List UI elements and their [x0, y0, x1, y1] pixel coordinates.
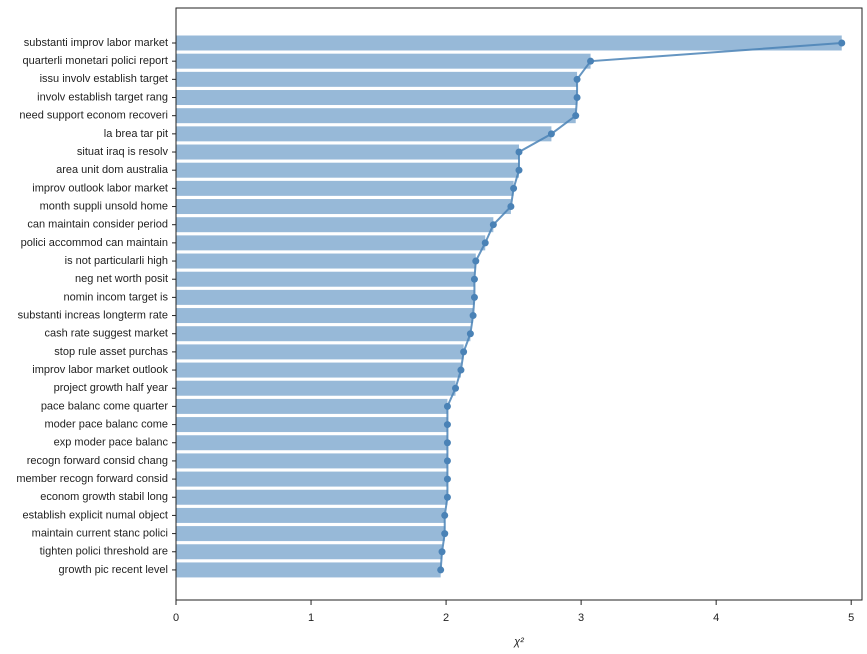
x-axis-label: χ²: [513, 636, 524, 648]
point: [515, 166, 523, 174]
bar: [176, 235, 486, 251]
point: [457, 366, 465, 374]
x-tick-label: 4: [713, 612, 719, 624]
y-tick-label: recogn forward consid chang: [27, 455, 168, 467]
bar: [176, 344, 464, 360]
y-tick-label: quarterli monetari polici report: [22, 55, 168, 67]
y-tick-label: member recogn forward consid: [16, 473, 168, 485]
bar: [176, 308, 474, 324]
y-tick-label: improv labor market outlook: [32, 364, 168, 376]
point: [510, 184, 518, 192]
x-tick-label: 1: [308, 612, 314, 624]
point: [443, 457, 451, 465]
point: [470, 275, 478, 283]
y-tick-label: stop rule asset purchas: [54, 346, 168, 358]
bar: [176, 398, 448, 414]
point: [438, 548, 446, 556]
bar: [176, 217, 494, 233]
point: [460, 348, 468, 356]
y-tick-label: maintain current stanc polici: [32, 527, 168, 539]
bar: [176, 199, 511, 215]
point: [443, 475, 451, 483]
bar: [176, 362, 461, 378]
bar: [176, 435, 448, 451]
point: [437, 566, 445, 574]
point: [472, 257, 480, 265]
y-tick-label: polici accommod can maintain: [21, 237, 168, 249]
point: [441, 530, 449, 538]
y-tick-label: situat iraq is resolv: [77, 146, 169, 158]
y-tick-label: is not particularli high: [65, 255, 168, 267]
point: [838, 39, 846, 47]
y-tick-label: tighten polici threshold are: [40, 546, 168, 558]
x-tick-label: 2: [443, 612, 449, 624]
bar: [176, 471, 448, 487]
bar: [176, 562, 441, 578]
bar: [176, 108, 576, 124]
point: [443, 402, 451, 410]
point: [443, 439, 451, 447]
y-tick-label: can maintain consider period: [27, 219, 168, 231]
bar: [176, 126, 552, 142]
bar: [176, 489, 448, 505]
point: [466, 330, 474, 338]
y-tick-label: growth pic recent level: [59, 564, 168, 576]
y-tick-label: moder pace balanc come: [44, 418, 168, 430]
point: [443, 493, 451, 501]
y-tick-label: project growth half year: [54, 382, 169, 394]
point: [469, 312, 477, 320]
bar: [176, 417, 448, 433]
bar: [176, 289, 475, 305]
bar: [176, 453, 448, 469]
point: [573, 94, 581, 102]
y-tick-label: improv outlook labor market: [32, 182, 168, 194]
bar: [176, 180, 514, 196]
bar: [176, 253, 476, 269]
x-tick-label: 0: [173, 612, 179, 624]
bar: [176, 380, 456, 396]
point: [470, 293, 478, 301]
bar: [176, 90, 578, 106]
bar: [176, 507, 445, 523]
bar: [176, 71, 578, 87]
x-tick-label: 5: [848, 612, 854, 624]
point: [547, 130, 555, 138]
y-tick-label: issu involv establish target: [40, 73, 168, 85]
y-tick-label: need support econom recoveri: [19, 110, 168, 122]
point: [452, 384, 460, 392]
bar: [176, 162, 519, 178]
point: [572, 112, 580, 120]
bar: [176, 526, 445, 542]
y-tick-label: la brea tar pit: [104, 128, 168, 140]
y-tick-label: month suppli unsold home: [40, 200, 168, 212]
point: [507, 203, 515, 211]
point: [481, 239, 489, 247]
point: [443, 421, 451, 429]
bar: [176, 35, 842, 51]
plot-frame: [175, 7, 863, 601]
y-tick-label: area unit dom australia: [56, 164, 169, 176]
y-tick-label: cash rate suggest market: [44, 328, 168, 340]
point: [441, 511, 449, 519]
y-tick-label: econom growth stabil long: [40, 491, 168, 503]
y-tick-label: exp moder pace balanc: [54, 437, 169, 449]
bar: [176, 53, 591, 69]
point: [515, 148, 523, 156]
y-tick-label: establish explicit numal object: [22, 509, 168, 521]
point: [573, 75, 581, 83]
y-tick-label: substanti increas longterm rate: [18, 309, 168, 321]
bar: [176, 544, 443, 560]
bar: [176, 326, 471, 342]
point: [489, 221, 497, 229]
y-tick-label: nomin incom target is: [63, 291, 168, 303]
bar: [176, 144, 519, 160]
y-tick-label: pace balanc come quarter: [41, 400, 169, 412]
y-tick-label: substanti improv labor market: [24, 37, 168, 49]
point: [587, 57, 595, 65]
y-tick-label: involv establish target rang: [37, 91, 168, 103]
y-tick-label: neg net worth posit: [75, 273, 168, 285]
bar: [176, 271, 475, 287]
x-tick-label: 3: [578, 612, 584, 624]
